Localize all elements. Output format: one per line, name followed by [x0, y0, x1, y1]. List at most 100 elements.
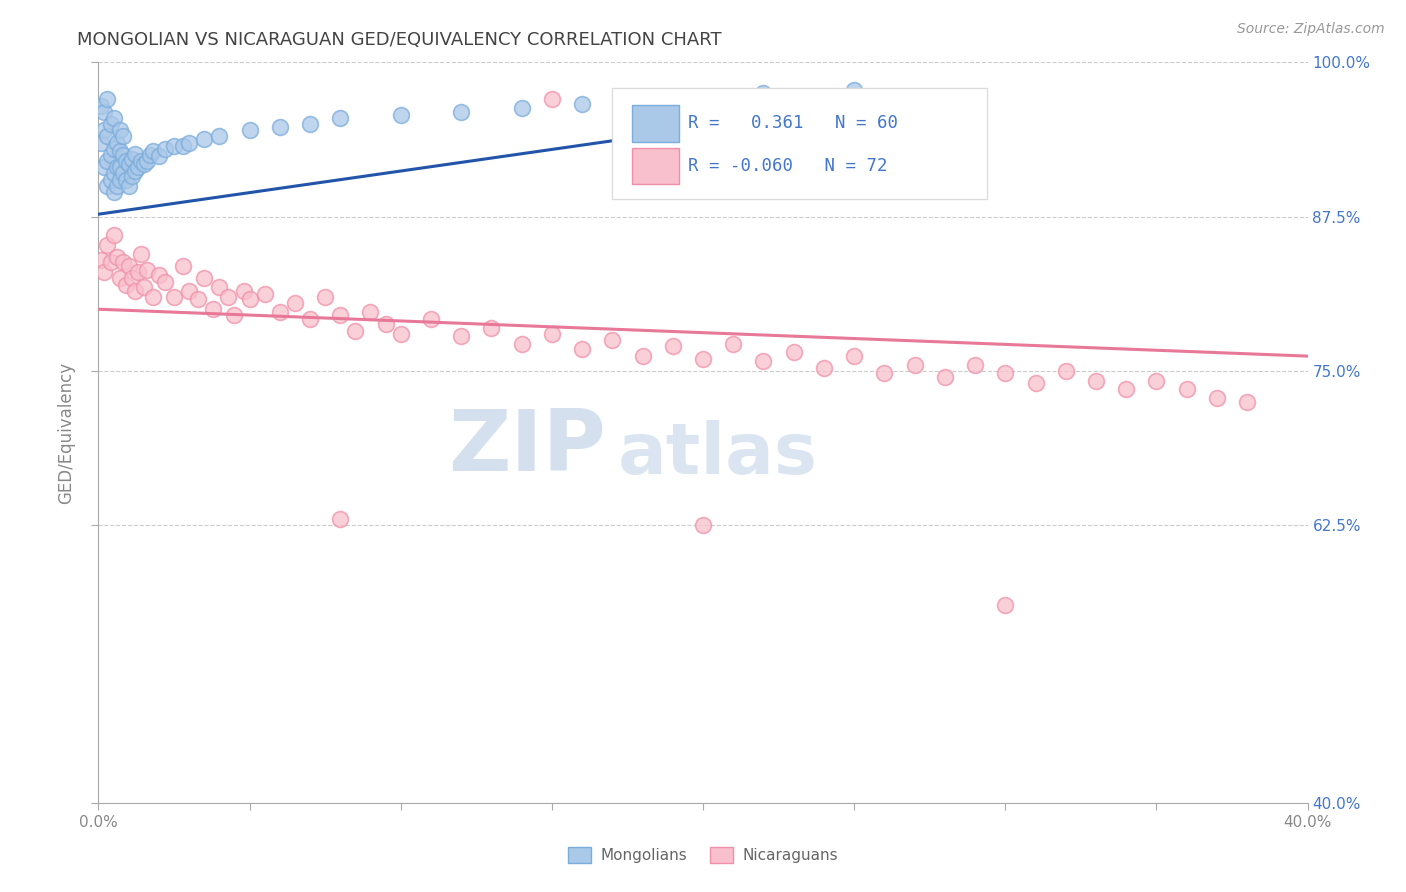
- Point: [239, 293, 262, 307]
- Point: [934, 95, 956, 109]
- Point: [692, 518, 714, 533]
- Point: [389, 326, 412, 341]
- Point: [510, 101, 533, 115]
- Point: [208, 280, 231, 294]
- Point: [93, 104, 115, 119]
- Point: [142, 290, 165, 304]
- Point: [93, 265, 115, 279]
- Point: [239, 123, 262, 137]
- Point: [329, 111, 352, 125]
- Point: [450, 329, 472, 343]
- Point: [224, 309, 246, 323]
- Point: [217, 290, 239, 304]
- Point: [93, 161, 115, 175]
- Point: [661, 339, 683, 353]
- Point: [96, 178, 118, 193]
- Text: R =   0.361   N = 60: R = 0.361 N = 60: [689, 114, 898, 132]
- Point: [111, 129, 134, 144]
- Point: [329, 309, 352, 323]
- Point: [1144, 374, 1167, 388]
- Point: [510, 336, 533, 351]
- Point: [103, 142, 125, 156]
- Text: ZIP: ZIP: [449, 406, 606, 489]
- Point: [172, 139, 194, 153]
- Point: [124, 146, 146, 161]
- Point: [111, 148, 134, 162]
- Point: [124, 164, 146, 178]
- Point: [314, 290, 336, 304]
- Point: [179, 136, 201, 150]
- Point: [90, 98, 112, 112]
- Point: [108, 161, 131, 175]
- Legend: Mongolians, Nicaraguans: Mongolians, Nicaraguans: [562, 841, 844, 869]
- Point: [129, 246, 152, 260]
- Point: [114, 277, 136, 292]
- Point: [108, 271, 131, 285]
- Point: [148, 149, 170, 163]
- Point: [121, 271, 143, 285]
- Point: [602, 333, 624, 347]
- Point: [121, 152, 143, 166]
- Point: [114, 172, 136, 186]
- Point: [127, 161, 149, 175]
- Point: [148, 268, 170, 282]
- Point: [96, 238, 118, 252]
- Point: [692, 351, 714, 366]
- Point: [135, 154, 157, 169]
- Point: [253, 287, 276, 301]
- Point: [1206, 391, 1229, 405]
- Point: [111, 255, 134, 269]
- Point: [540, 326, 562, 341]
- Point: [103, 185, 125, 199]
- Point: [90, 136, 112, 150]
- Point: [93, 123, 115, 137]
- Point: [540, 92, 562, 106]
- Point: [100, 172, 122, 186]
- Point: [163, 139, 186, 153]
- Point: [692, 90, 714, 104]
- Point: [1236, 394, 1258, 409]
- Point: [232, 284, 254, 298]
- Point: [1054, 364, 1077, 378]
- Point: [118, 178, 141, 193]
- Point: [783, 345, 806, 359]
- Point: [124, 284, 146, 298]
- Point: [90, 252, 112, 267]
- Point: [139, 148, 162, 162]
- Point: [1085, 374, 1108, 388]
- Point: [118, 259, 141, 273]
- Point: [103, 166, 125, 180]
- Point: [193, 132, 215, 146]
- FancyBboxPatch shape: [613, 88, 987, 200]
- Point: [965, 358, 987, 372]
- Point: [193, 271, 215, 285]
- Point: [299, 312, 322, 326]
- Point: [103, 228, 125, 243]
- Y-axis label: GED/Equivalency: GED/Equivalency: [58, 361, 76, 504]
- Point: [450, 104, 472, 119]
- Point: [105, 161, 128, 175]
- Point: [127, 265, 149, 279]
- Point: [344, 325, 367, 339]
- Point: [96, 154, 118, 169]
- Point: [163, 290, 186, 304]
- FancyBboxPatch shape: [631, 105, 679, 142]
- Point: [631, 92, 654, 106]
- Text: Source: ZipAtlas.com: Source: ZipAtlas.com: [1237, 22, 1385, 37]
- Point: [129, 154, 152, 169]
- Point: [100, 255, 122, 269]
- Point: [481, 320, 503, 334]
- Point: [1115, 383, 1137, 397]
- Point: [571, 342, 593, 356]
- Point: [934, 370, 956, 384]
- Point: [132, 156, 155, 170]
- Point: [111, 166, 134, 180]
- Point: [108, 172, 131, 186]
- Point: [100, 117, 122, 131]
- Point: [135, 262, 157, 277]
- Point: [420, 312, 443, 326]
- Point: [360, 304, 382, 318]
- Point: [813, 361, 835, 376]
- FancyBboxPatch shape: [631, 147, 679, 184]
- Point: [904, 358, 927, 372]
